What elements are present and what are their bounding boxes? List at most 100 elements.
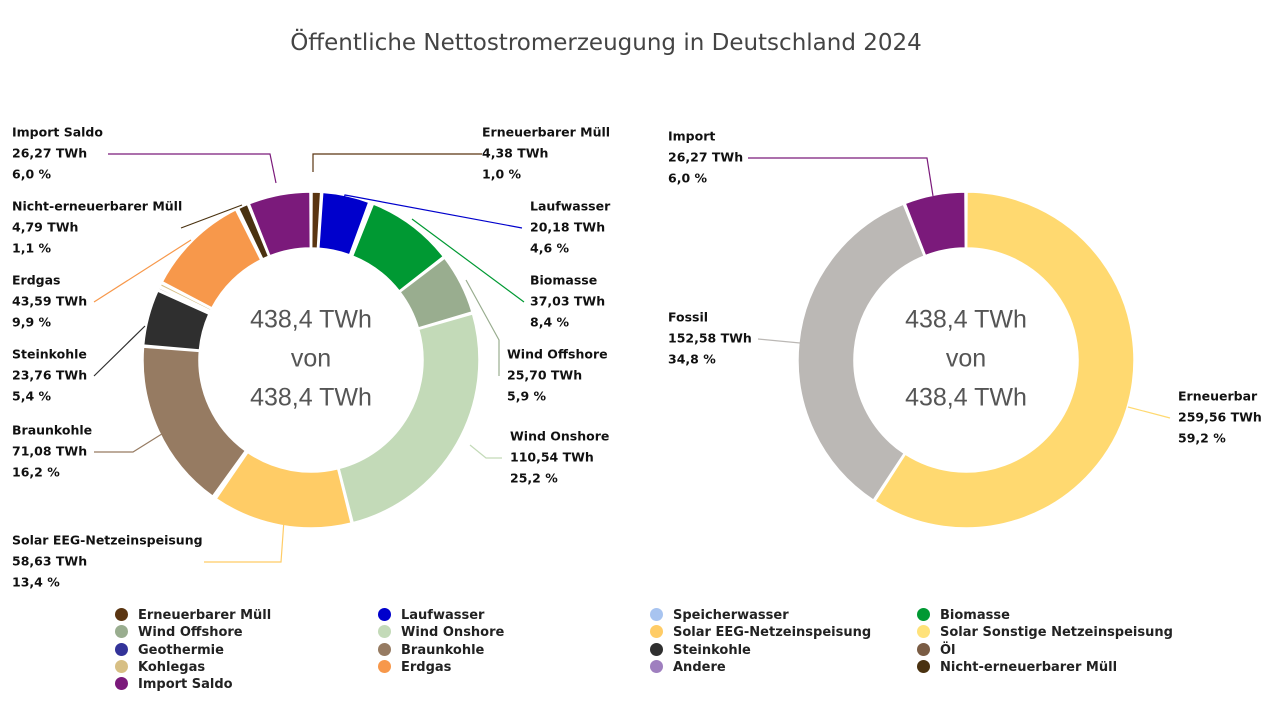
- data-label-steinkohle-value: 23,76 TWh: [12, 368, 87, 383]
- legend-item-laufwasser[interactable]: Laufwasser: [378, 608, 484, 623]
- data-label-erneuerbarer-muell-value: 4,38 TWh: [482, 146, 548, 161]
- center-text-1-3: 438,4 TWh: [250, 384, 372, 412]
- slice-import[interactable]: [904, 191, 967, 257]
- legend-label-kohlegas: Kohlegas: [138, 659, 206, 675]
- connector-erneuerbarer-muell: [312, 153, 482, 172]
- legend-item-import-saldo[interactable]: Import Saldo: [115, 677, 233, 692]
- legend-label-andere: Andere: [673, 659, 726, 675]
- connector-braunkohle: [94, 431, 166, 453]
- legend-item-oel[interactable]: Öl: [917, 642, 956, 658]
- legend-marker-speicherwasser: [650, 608, 663, 621]
- legend-marker-solar-sonstige-netzeinspeisung: [917, 625, 930, 639]
- legend-marker-erneuerbarer-muell: [115, 608, 128, 621]
- legend-item-erdgas[interactable]: Erdgas: [378, 659, 451, 675]
- data-label-laufwasser-value: 20,18 TWh: [530, 220, 605, 235]
- data-label-steinkohle-name: Steinkohle: [12, 347, 87, 362]
- legend-marker-solar-eeg-netzeinspeisung: [650, 625, 663, 639]
- center-text-2-3: 438,4 TWh: [905, 384, 1027, 412]
- data-label-wind-offshore-name: Wind Offshore: [507, 347, 608, 362]
- data-label-steinkohle-pct: 5,4 %: [12, 389, 51, 404]
- legend-marker-braunkohle: [378, 642, 391, 656]
- legend-label-laufwasser: Laufwasser: [401, 608, 485, 623]
- connector-wind-onshore: [469, 444, 502, 459]
- data-label-import-saldo-value: 26,27 TWh: [12, 146, 87, 161]
- connector-fossil: [757, 338, 801, 344]
- legend-item-kohlegas[interactable]: Kohlegas: [115, 659, 206, 675]
- legend-label-wind-offshore: Wind Offshore: [138, 625, 243, 641]
- data-label-solar-eeg-netzeinspeisung-value: 58,63 TWh: [12, 554, 87, 569]
- data-label-wind-offshore-pct: 5,9 %: [507, 389, 546, 404]
- data-label-laufwasser-name: Laufwasser: [530, 199, 611, 214]
- donut-chart-2: Erneuerbar 259,56 TWh 59,2 % Fossil 152,58 T…: [668, 129, 1262, 529]
- data-label-biomasse-pct: 8,4 %: [530, 315, 569, 330]
- connector-import: [748, 157, 934, 197]
- legend-item-wind-offshore[interactable]: Wind Offshore: [115, 625, 243, 640]
- legend-item-wind-onshore[interactable]: Wind Onshore: [378, 625, 504, 640]
- legend-item-speicherwasser[interactable]: Speicherwasser: [650, 608, 789, 623]
- legend-marker-nicht-erneuerbarer-muell: [917, 659, 930, 673]
- data-label-braunkohle-pct: 16,2 %: [12, 465, 60, 480]
- slice-biomasse[interactable]: [351, 203, 445, 293]
- data-label-braunkohle-name: Braunkohle: [12, 423, 92, 438]
- data-label-nicht-erneuerbarer-muell-pct: 1,1 %: [12, 241, 51, 256]
- data-label-wind-onshore-pct: 25,2 %: [510, 471, 558, 486]
- slice-solar-eeg-netzeinspeisung[interactable]: [215, 451, 353, 529]
- data-label-fossil-name: Fossil: [668, 310, 708, 325]
- slice-import-saldo[interactable]: [248, 191, 312, 257]
- legend-item-nicht-erneuerbarer-muell[interactable]: Nicht-erneuerbarer Müll: [917, 659, 1118, 675]
- slice-fossil[interactable]: [797, 203, 926, 502]
- data-label-laufwasser-pct: 4,6 %: [530, 241, 569, 256]
- data-label-wind-offshore-value: 25,70 TWh: [507, 368, 582, 383]
- data-label-erdgas-name: Erdgas: [12, 273, 60, 288]
- slice-kohlegas[interactable]: [159, 282, 213, 312]
- legend-label-speicherwasser: Speicherwasser: [673, 608, 789, 623]
- slice-speicherwasser[interactable]: [349, 201, 373, 257]
- legend-item-erneuerbarer-muell[interactable]: Erneuerbarer Müll: [115, 608, 271, 623]
- legend-marker-geothermie: [115, 642, 128, 656]
- data-label-biomasse-value: 37,03 TWh: [530, 294, 605, 309]
- slice-erdgas[interactable]: [161, 208, 262, 309]
- center-text-2-2: von: [946, 345, 986, 373]
- slice-erneuerbarer-muell[interactable]: [310, 191, 322, 249]
- donut-chart-1: Erneuerbarer Müll 4,38 TWh 1,0 % Laufwasser…: [12, 125, 611, 590]
- legend-item-biomasse[interactable]: Biomasse: [917, 608, 1010, 623]
- slice-wind-offshore[interactable]: [398, 257, 473, 329]
- data-label-wind-onshore-value: 110,54 TWh: [510, 450, 594, 465]
- legend-label-nicht-erneuerbarer-muell: Nicht-erneuerbarer Müll: [940, 659, 1118, 675]
- legend-marker-steinkohle: [650, 642, 663, 656]
- data-label-import-saldo-pct: 6,0 %: [12, 167, 51, 182]
- data-label-nicht-erneuerbarer-muell-value: 4,79 TWh: [12, 220, 78, 235]
- data-label-erneuerbarer-muell-name: Erneuerbarer Müll: [482, 125, 610, 140]
- data-label-braunkohle-value: 71,08 TWh: [12, 444, 87, 459]
- slice-oel[interactable]: [157, 286, 211, 314]
- legend-item-geothermie[interactable]: Geothermie: [115, 642, 224, 658]
- legend-item-solar-sonstige-netzeinspeisung[interactable]: Solar Sonstige Netzeinspeisung: [917, 625, 1173, 640]
- data-label-wind-onshore-name: Wind Onshore: [510, 429, 609, 444]
- legend-marker-wind-offshore: [115, 625, 128, 639]
- legend-label-solar-sonstige-netzeinspeisung: Solar Sonstige Netzeinspeisung: [940, 625, 1173, 641]
- connector-laufwasser: [342, 194, 523, 229]
- slice-wind-onshore[interactable]: [338, 312, 480, 524]
- legend-label-erneuerbarer-muell: Erneuerbarer Müll: [138, 608, 272, 623]
- slice-laufwasser[interactable]: [317, 191, 370, 256]
- legend-label-biomasse: Biomasse: [940, 608, 1010, 623]
- data-label-import-saldo-name: Import Saldo: [12, 125, 103, 140]
- slice-nicht-erneuerbarer-muell[interactable]: [237, 203, 270, 260]
- data-label-erdgas-pct: 9,9 %: [12, 315, 51, 330]
- legend-item-braunkohle[interactable]: Braunkohle: [378, 642, 484, 658]
- slice-braunkohle[interactable]: [142, 346, 247, 498]
- legend-marker-laufwasser: [378, 608, 391, 621]
- center-text-2-1: 438,4 TWh: [905, 306, 1027, 334]
- legend-marker-erdgas: [378, 659, 391, 673]
- legend-item-solar-eeg-netzeinspeisung[interactable]: Solar EEG-Netzeinspeisung: [650, 625, 871, 640]
- legend-marker-andere: [650, 659, 663, 673]
- legend-item-andere[interactable]: Andere: [650, 659, 726, 675]
- slice-steinkohle[interactable]: [142, 290, 210, 351]
- connector-biomasse: [411, 218, 525, 303]
- data-label-biomasse-name: Biomasse: [530, 273, 597, 288]
- connector-steinkohle: [93, 325, 146, 377]
- connector-import-saldo: [108, 153, 277, 184]
- legend-item-steinkohle[interactable]: Steinkohle: [650, 642, 751, 658]
- data-label-solar-eeg-netzeinspeisung-name: Solar EEG-Netzeinspeisung: [12, 533, 203, 548]
- slice-erneuerbar[interactable]: [873, 191, 1135, 529]
